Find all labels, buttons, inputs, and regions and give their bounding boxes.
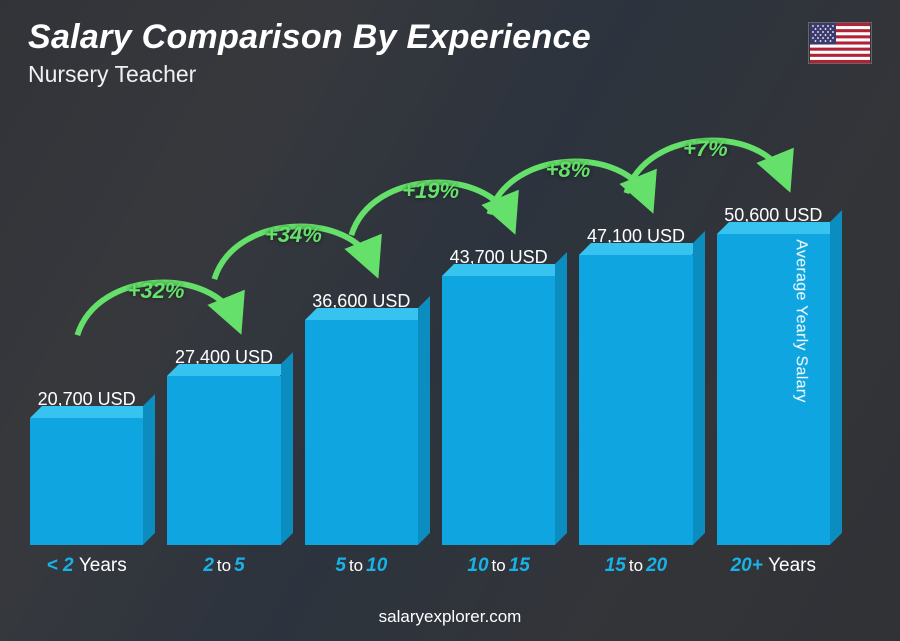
bar-front-face bbox=[30, 418, 143, 545]
chart-subtitle: Nursery Teacher bbox=[28, 61, 591, 88]
bar-side-face bbox=[143, 394, 155, 545]
bar-side-face bbox=[281, 352, 293, 545]
y-axis-label: Average Yearly Salary bbox=[791, 239, 809, 402]
country-flag-icon bbox=[808, 22, 872, 64]
growth-arc: +32% bbox=[60, 260, 253, 350]
growth-label: +8% bbox=[546, 157, 591, 183]
bar-top-face bbox=[167, 364, 292, 376]
bar-top-face bbox=[305, 308, 430, 320]
bar bbox=[579, 255, 692, 545]
bar-top-face bbox=[30, 406, 155, 418]
bar-chart: 20,700 USD+32%27,400 USD+34%36,600 USD+1… bbox=[30, 121, 830, 571]
growth-label: +7% bbox=[683, 136, 728, 162]
growth-arc: +7% bbox=[609, 118, 802, 208]
bar-front-face bbox=[717, 234, 830, 545]
title-block: Salary Comparison By Experience Nursery … bbox=[28, 18, 591, 88]
bar-top-face bbox=[442, 264, 567, 276]
x-axis-label: 20+ Years bbox=[717, 555, 830, 577]
growth-arc: +8% bbox=[472, 139, 665, 229]
growth-arc: +19% bbox=[334, 160, 527, 250]
bar-front-face bbox=[579, 255, 692, 545]
x-axis-label: 10to15 bbox=[442, 555, 555, 577]
bar-side-face bbox=[418, 296, 430, 545]
bar-wrap: +19%43,700 USD bbox=[442, 247, 555, 545]
bar-wrap: +7%50,600 USD bbox=[717, 205, 830, 545]
bars-container: 20,700 USD+32%27,400 USD+34%36,600 USD+1… bbox=[30, 121, 830, 545]
bar bbox=[717, 234, 830, 545]
growth-arc: +34% bbox=[197, 204, 390, 294]
bar-side-face bbox=[830, 210, 842, 545]
bar-wrap: +8%47,100 USD bbox=[579, 226, 692, 545]
bar-front-face bbox=[442, 276, 555, 545]
bar-side-face bbox=[555, 252, 567, 545]
x-axis-label: 15to20 bbox=[579, 555, 692, 577]
bar bbox=[442, 276, 555, 545]
bar bbox=[30, 418, 143, 545]
x-axis-label: < 2 Years bbox=[30, 555, 143, 577]
bar-top-face bbox=[579, 243, 704, 255]
chart-title: Salary Comparison By Experience bbox=[28, 18, 591, 57]
x-axis-label: 2to5 bbox=[167, 555, 280, 577]
growth-label: +34% bbox=[265, 222, 322, 248]
bar-front-face bbox=[305, 320, 418, 545]
bar-wrap: 20,700 USD bbox=[30, 389, 143, 545]
growth-label: +19% bbox=[402, 178, 459, 204]
x-axis-label: 5to10 bbox=[305, 555, 418, 577]
bar bbox=[305, 320, 418, 545]
growth-label: +32% bbox=[128, 278, 185, 304]
bar-wrap: +32%27,400 USD bbox=[167, 347, 280, 545]
bar bbox=[167, 376, 280, 545]
bar-wrap: +34%36,600 USD bbox=[305, 291, 418, 545]
bar-front-face bbox=[167, 376, 280, 545]
footer-attribution: salaryexplorer.com bbox=[0, 607, 900, 627]
bar-top-face bbox=[717, 222, 842, 234]
x-axis-labels: < 2 Years 2to5 5to10 10to15 15to20 20+ Years bbox=[30, 555, 830, 577]
bar-side-face bbox=[693, 231, 705, 545]
